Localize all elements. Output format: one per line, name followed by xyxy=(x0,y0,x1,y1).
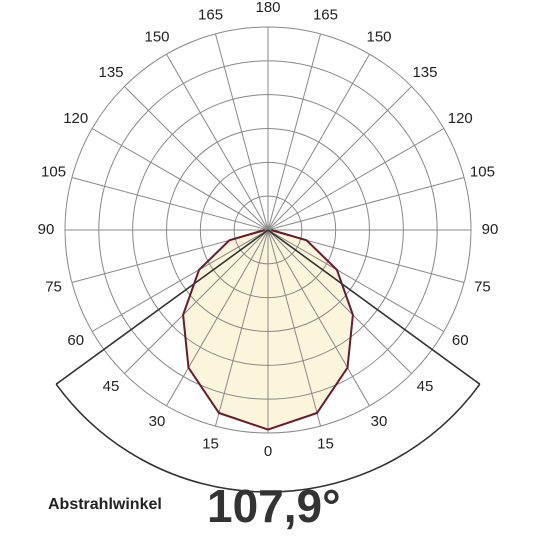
angle-label: 60 xyxy=(67,332,84,349)
angle-label: 60 xyxy=(452,332,469,349)
angle-label: 180 xyxy=(255,0,280,16)
radial-line xyxy=(166,229,269,407)
radial-line xyxy=(91,128,269,231)
angle-label: 75 xyxy=(474,278,491,295)
angle-label: 120 xyxy=(63,110,88,127)
beam-angle-value: 107,9° xyxy=(207,480,341,532)
radial-line xyxy=(214,33,269,231)
radial-line xyxy=(91,229,269,332)
radial-line xyxy=(124,86,269,231)
angle-label: 90 xyxy=(482,221,499,238)
beam-line xyxy=(55,229,269,385)
angle-label: 45 xyxy=(103,378,120,395)
angle-label: 0 xyxy=(264,443,272,460)
beam-line xyxy=(267,229,481,385)
angle-label: 150 xyxy=(144,29,169,46)
angle-label: 90 xyxy=(38,221,55,238)
radial-line xyxy=(166,53,269,231)
angle-label: 45 xyxy=(417,378,434,395)
angle-label: 120 xyxy=(448,110,473,127)
beam-angle-label: Abstrahlwinkel xyxy=(48,496,162,513)
intensity-fill xyxy=(183,230,268,430)
angle-label: 135 xyxy=(99,64,124,81)
radial-line xyxy=(267,229,322,427)
intensity-fill xyxy=(268,230,353,430)
angle-label: 105 xyxy=(470,164,495,181)
angle-label: 30 xyxy=(149,413,166,430)
radial-line xyxy=(124,229,269,374)
radial-line xyxy=(267,53,370,231)
angle-label: 15 xyxy=(202,435,219,452)
intensity-curve xyxy=(267,229,354,431)
radial-line xyxy=(214,229,269,427)
angle-label: 135 xyxy=(412,64,437,81)
radial-line xyxy=(267,176,465,231)
radial-line xyxy=(267,229,370,407)
angle-label: 30 xyxy=(371,413,388,430)
angle-label: 105 xyxy=(41,164,66,181)
radial-line xyxy=(267,229,445,332)
radial-line xyxy=(267,229,412,374)
radial-line xyxy=(71,176,269,231)
radial-line xyxy=(267,33,322,231)
radial-line xyxy=(267,86,412,231)
intensity-curve xyxy=(182,229,269,431)
angle-label: 165 xyxy=(198,7,223,24)
angle-label: 15 xyxy=(317,435,334,452)
angle-label: 150 xyxy=(366,29,391,46)
angle-label: 165 xyxy=(313,7,338,24)
angle-label: 75 xyxy=(45,278,62,295)
radial-line xyxy=(267,128,445,231)
beam-arc xyxy=(55,383,481,493)
